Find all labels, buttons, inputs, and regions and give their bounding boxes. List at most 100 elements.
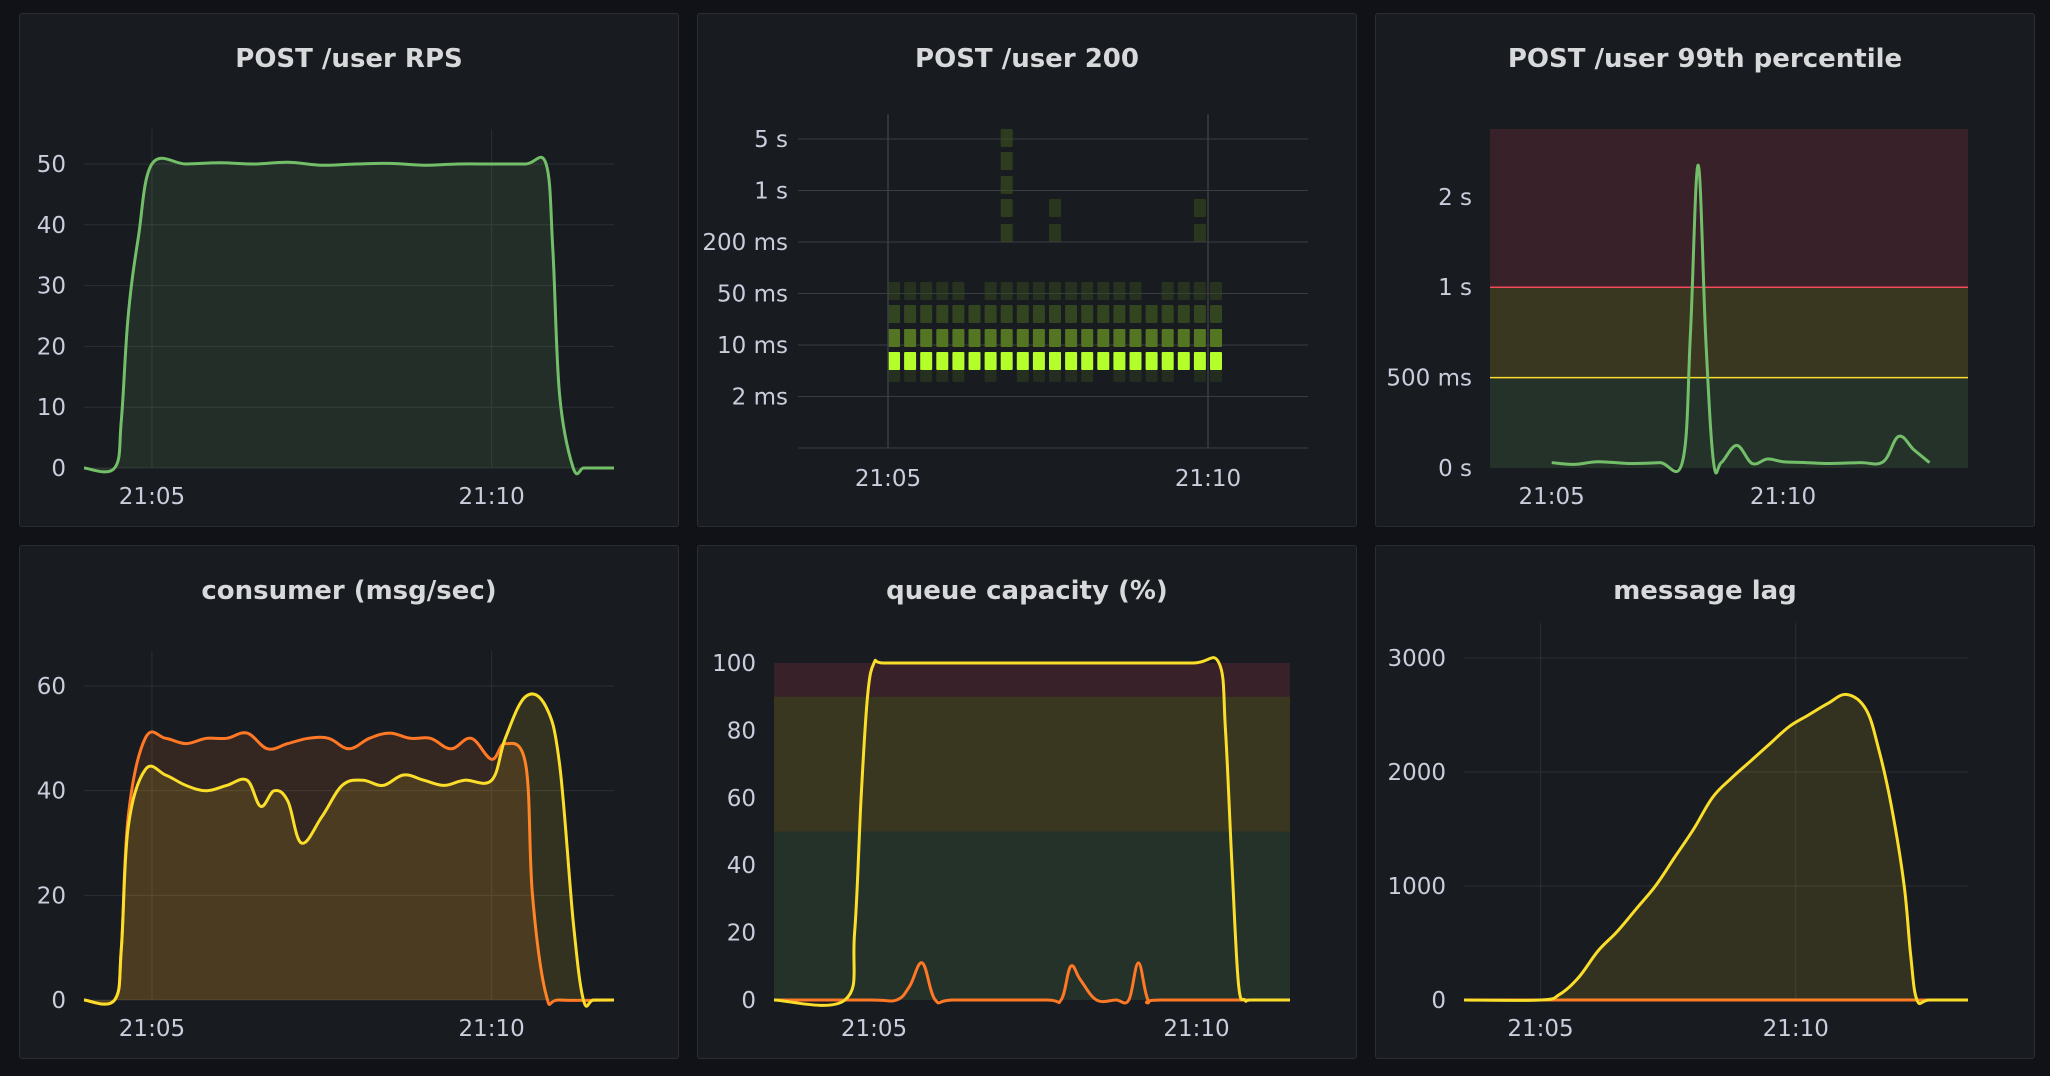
- rps-chart: 0 10 20 30 40 50 21:05 21:10: [37, 129, 614, 510]
- heatmap-cell: [1081, 305, 1094, 323]
- heatmap-cell: [1177, 305, 1190, 323]
- series-line-0: [83, 730, 615, 1006]
- threshold-band: [1490, 287, 1968, 378]
- heatmap-cell: [1049, 368, 1061, 382]
- heatmap-cell: [1129, 305, 1142, 323]
- heatmap-cell: [1016, 329, 1029, 347]
- y-tick-label: 20: [37, 334, 66, 360]
- series-area-1: [1464, 694, 1968, 1004]
- heatmap-cell: [1049, 305, 1061, 323]
- series-line-0: [83, 155, 614, 476]
- queue-chart: 0 20 40 60 80 100 21:05 21:10: [712, 651, 1290, 1042]
- heatmap-cell: [952, 282, 965, 300]
- heatmap-cell: [1097, 282, 1110, 300]
- panel-title: POST /user 200: [915, 44, 1139, 74]
- heatmap-cell: [1049, 352, 1061, 370]
- heatmap-cell: [1000, 282, 1013, 300]
- panel-rps: POST /user RPS 0 10 20 30 40 50 21:05 21:10: [19, 13, 679, 527]
- lag-chart: 0 1000 2000 3000 21:05 21:10: [1387, 623, 1968, 1042]
- heatmap-cell: [1016, 352, 1029, 370]
- heatmap-cell: [1129, 352, 1142, 370]
- heatmap-cell: [1032, 329, 1045, 347]
- x-tick-label: 21:10: [1750, 484, 1816, 510]
- panel-heatmap: POST /user 200 5 s 1 s 200 ms 50 ms 10 ms 2 m…: [697, 13, 1357, 527]
- heatmap-cell: [1145, 305, 1158, 323]
- y-tick-label: 0: [1431, 988, 1446, 1014]
- y-tick-label: 10: [37, 395, 66, 421]
- consumer-chart: 0 20 40 60 21:05 21:10: [37, 651, 615, 1042]
- heatmap-cell: [1113, 329, 1126, 347]
- series-area-1: [84, 693, 614, 1007]
- x-tick-label: 21:10: [459, 484, 525, 510]
- x-tick-label: 21:10: [1175, 466, 1241, 492]
- heatmap-cell: [888, 282, 900, 300]
- heatmap-cell: [1000, 305, 1013, 323]
- heatmap-cell: [904, 368, 917, 382]
- heatmap-cell: [1032, 368, 1045, 382]
- heatmap-cell: [1193, 224, 1206, 242]
- heatmap-cell: [1097, 329, 1110, 347]
- heatmap-cell: [1193, 352, 1206, 370]
- y-tick-label: 5 s: [754, 127, 788, 153]
- y-tick-label: 100: [712, 651, 756, 677]
- heatmap-cell: [888, 352, 900, 370]
- heatmap-cell: [920, 368, 933, 382]
- y-tick-label: 60: [37, 674, 66, 700]
- heatmap-cell: [936, 352, 949, 370]
- x-tick-label: 21:05: [119, 1016, 185, 1042]
- heatmap-cell: [1177, 282, 1190, 300]
- heatmap-cell: [1000, 352, 1013, 370]
- y-tick-label: 10 ms: [717, 333, 788, 359]
- heatmap-cell: [952, 305, 965, 323]
- threshold-band: [774, 831, 1290, 1000]
- heatmap-cell: [1000, 176, 1013, 194]
- series-line-0: [773, 961, 1290, 1005]
- y-tick-label: 1000: [1387, 874, 1446, 900]
- x-tick-label: 21:05: [1507, 1016, 1573, 1042]
- heatmap-cell: [1161, 368, 1174, 382]
- heatmap-chart: 5 s 1 s 200 ms 50 ms 10 ms 2 ms 21:05 21:10: [702, 114, 1308, 492]
- heatmap-cell: [984, 352, 997, 370]
- y-tick-label: 0: [51, 456, 66, 482]
- heatmap-cell: [936, 329, 949, 347]
- heatmap-cell: [1000, 129, 1013, 147]
- heatmap-cell: [888, 329, 900, 347]
- heatmap-cell: [952, 352, 965, 370]
- x-tick-label: 21:10: [1163, 1016, 1229, 1042]
- heatmap-cell: [1049, 282, 1061, 300]
- y-tick-label: 40: [37, 213, 66, 239]
- heatmap-cell: [1065, 305, 1078, 323]
- heatmap-cell: [984, 329, 997, 347]
- panel-queue: queue capacity (%) 0 20 40 60 80 100 21:05 21:1…: [697, 545, 1357, 1059]
- heatmap-cell: [1016, 282, 1029, 300]
- heatmap-cell: [1193, 305, 1206, 323]
- heatmap-cell: [1145, 352, 1158, 370]
- x-tick-label: 21:10: [459, 1016, 525, 1042]
- y-tick-label: 40: [727, 853, 756, 879]
- heatmap-cell: [1145, 329, 1158, 347]
- heatmap-cell: [1210, 282, 1222, 300]
- heatmap-cell: [1113, 305, 1126, 323]
- y-tick-label: 2 ms: [732, 385, 788, 411]
- heatmap-cell: [1161, 282, 1174, 300]
- heatmap-cell: [1000, 152, 1013, 170]
- heatmap-cell: [1161, 305, 1174, 323]
- heatmap-cell: [1210, 305, 1222, 323]
- y-tick-label: 1 s: [1438, 275, 1472, 301]
- heatmap-cell: [1097, 305, 1110, 323]
- heatmap-cell: [1145, 368, 1158, 382]
- heatmap-cell: [1016, 368, 1029, 382]
- heatmap-cell: [984, 305, 997, 323]
- y-tick-label: 80: [727, 718, 756, 744]
- heatmap-cell: [1081, 329, 1094, 347]
- heatmap-cell: [1113, 368, 1126, 382]
- heatmap-cell: [1049, 224, 1061, 242]
- y-tick-label: 50 ms: [717, 282, 788, 308]
- heatmap-cell: [968, 329, 981, 347]
- heatmap-cell: [1065, 329, 1078, 347]
- y-tick-label: 3000: [1387, 646, 1446, 672]
- heatmap-cell: [1032, 352, 1045, 370]
- heatmap-cell: [1049, 199, 1061, 217]
- panel-title: POST /user RPS: [235, 44, 463, 74]
- heatmap-cell: [1065, 282, 1078, 300]
